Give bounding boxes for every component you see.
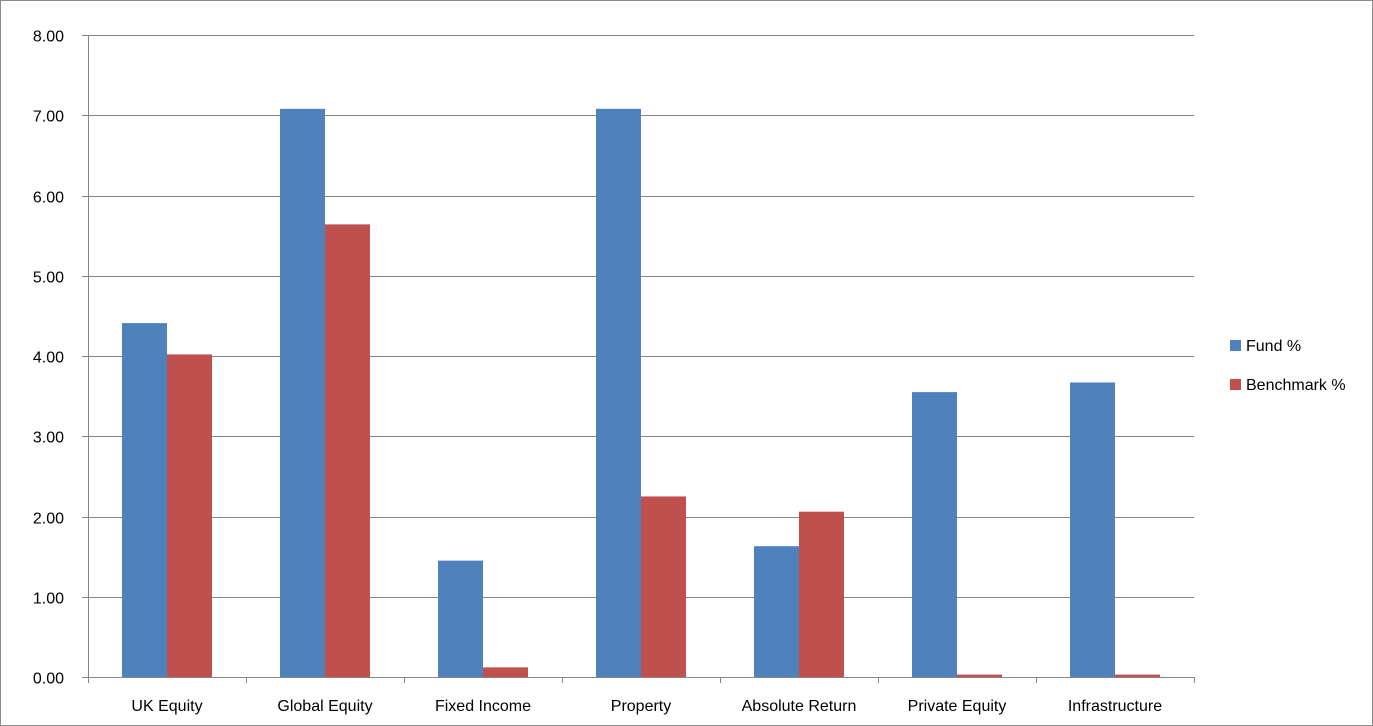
y-tick-label: 8.00 [33, 29, 64, 46]
benchmark-bar [957, 674, 1002, 677]
x-category-label: Fixed Income [435, 698, 531, 715]
benchmark-bar [641, 496, 686, 677]
legend-fund-label: Fund % [1246, 338, 1301, 355]
legend-benchmark-swatch [1230, 379, 1241, 390]
y-tick-label: 3.00 [33, 430, 64, 447]
fund-bar [280, 108, 325, 677]
fund-bar [1070, 382, 1115, 677]
fund-bar [122, 323, 167, 677]
x-category-label: Infrastructure [1068, 698, 1162, 715]
y-tick-label: 5.00 [33, 270, 64, 287]
y-tick-label: 4.00 [33, 350, 64, 367]
benchmark-bar [167, 354, 212, 677]
legend: Fund % Benchmark % [1230, 338, 1346, 394]
benchmark-bar [325, 224, 370, 677]
benchmark-bar [1115, 674, 1160, 677]
fund-bar [596, 108, 641, 677]
x-category-label: UK Equity [131, 698, 202, 715]
benchmark-bar [483, 667, 528, 677]
fund-bar [754, 546, 799, 677]
axes [82, 35, 1195, 683]
fund-bar [912, 392, 957, 677]
x-category-label: Global Equity [277, 698, 372, 715]
x-category-label: Absolute Return [742, 698, 857, 715]
benchmark-bar [799, 511, 844, 677]
bars [122, 108, 1160, 677]
y-tick-label: 6.00 [33, 190, 64, 207]
legend-benchmark-label: Benchmark % [1246, 377, 1346, 394]
legend-fund-swatch [1230, 340, 1241, 351]
y-axis-tick-labels: 0.00 1.00 2.00 3.00 4.00 5.00 6.00 7.00 8.00 [33, 29, 64, 688]
y-tick-label: 2.00 [33, 511, 64, 528]
fund-bar [438, 560, 483, 677]
y-tick-label: 7.00 [33, 109, 64, 126]
x-category-label: Private Equity [908, 698, 1007, 715]
y-tick-label: 1.00 [33, 591, 64, 608]
x-axis-category-labels: UK Equity Global Equity Fixed Income Proper… [131, 698, 1162, 715]
x-category-label: Property [611, 698, 671, 715]
y-tick-label: 0.00 [33, 671, 64, 688]
